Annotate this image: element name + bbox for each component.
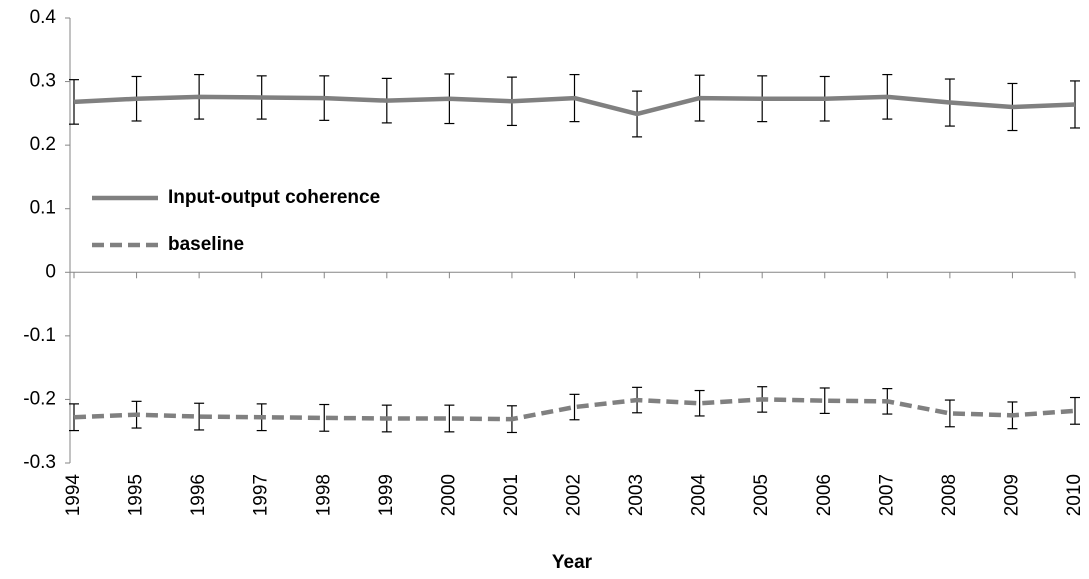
- x-tick-label: 1998: [313, 474, 334, 516]
- x-tick-label: 2004: [689, 474, 710, 517]
- x-tick-label: 2006: [814, 474, 835, 516]
- legend-label: baseline: [168, 234, 244, 255]
- y-tick-label: -0.2: [23, 388, 56, 409]
- y-tick-label: -0.3: [23, 452, 56, 473]
- error-bar: [819, 387, 830, 415]
- y-tick-label: 0.3: [30, 71, 56, 92]
- x-tick-label: 2003: [626, 474, 647, 516]
- x-tick-label: 2001: [501, 474, 522, 516]
- x-tick-label: 1999: [376, 474, 397, 516]
- error-bar: [1070, 80, 1080, 129]
- error-bar: [694, 389, 705, 417]
- x-axis-title: Year: [552, 552, 593, 573]
- x-tick-label: 2010: [1064, 474, 1085, 516]
- y-tick-label: 0.4: [30, 7, 57, 28]
- y-tick-label: -0.1: [23, 325, 56, 346]
- error-bar: [194, 402, 205, 431]
- y-tick-label: 0: [45, 261, 56, 282]
- legend-label: Input-output coherence: [168, 187, 380, 208]
- error-bar: [319, 403, 330, 432]
- error-bar: [1070, 396, 1080, 425]
- y-tick-label: 0.1: [30, 198, 56, 219]
- x-tick-label: 1996: [188, 474, 209, 516]
- x-tick-label: 2008: [939, 474, 960, 516]
- x-tick-label: 1994: [63, 474, 84, 517]
- x-tick-label: 1997: [251, 474, 272, 516]
- x-tick-label: 1995: [126, 474, 147, 516]
- x-tick-label: 2007: [876, 474, 897, 516]
- x-tick-label: 2002: [564, 474, 585, 516]
- y-tick-label: 0.2: [30, 134, 56, 155]
- x-tick-label: 2000: [438, 474, 459, 516]
- error-bar: [569, 393, 580, 421]
- x-tick-label: 2009: [1001, 474, 1022, 516]
- series-line: [73, 397, 1076, 422]
- error-bar: [444, 404, 455, 433]
- series-line: [73, 94, 1076, 117]
- error-bar: [944, 399, 955, 428]
- x-tick-label: 2005: [751, 474, 772, 516]
